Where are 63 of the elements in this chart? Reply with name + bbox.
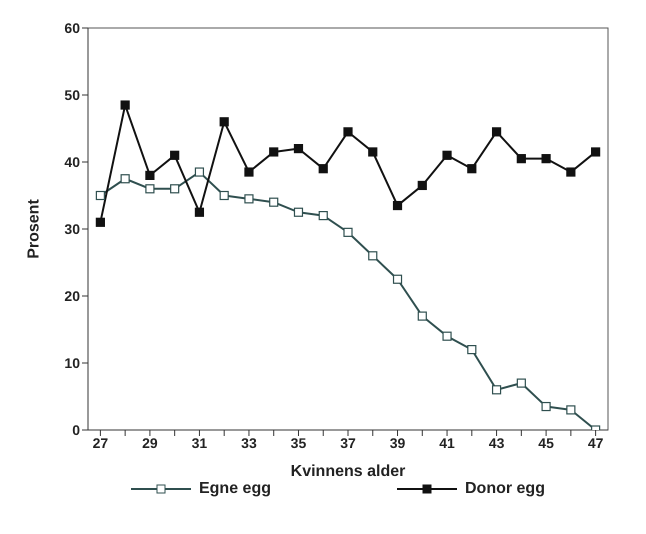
point — [368, 251, 378, 260]
point — [492, 385, 502, 394]
point — [294, 208, 304, 217]
x-tick-label: 39 — [390, 434, 406, 451]
x-tick-label: 31 — [192, 434, 208, 451]
point — [96, 218, 105, 227]
point — [541, 402, 551, 412]
point — [467, 164, 476, 174]
x-tick-label: 41 — [439, 434, 456, 451]
x-tick-label: 33 — [241, 434, 257, 451]
point — [220, 190, 229, 200]
point — [194, 167, 204, 177]
point — [294, 144, 304, 154]
point — [541, 154, 551, 164]
x-axis-title: Kvinnens alder — [290, 463, 406, 480]
point — [442, 332, 452, 341]
y-tick-label: 0 — [72, 422, 80, 438]
point — [516, 378, 526, 388]
point — [145, 170, 155, 180]
point — [343, 228, 353, 237]
y-axis-title: Prosent — [26, 198, 43, 259]
point — [516, 154, 526, 164]
y-tick-label: 20 — [64, 288, 80, 304]
point — [269, 147, 278, 157]
x-tick-label: 45 — [538, 434, 554, 451]
point — [170, 150, 180, 160]
point — [244, 194, 254, 204]
point — [442, 150, 452, 160]
point — [96, 190, 105, 200]
point — [269, 198, 278, 207]
point — [244, 167, 254, 177]
point — [220, 117, 229, 126]
point — [170, 184, 180, 194]
point — [566, 167, 576, 177]
point — [318, 211, 328, 220]
point — [566, 405, 576, 414]
point — [120, 100, 130, 110]
y-tick-label: 40 — [64, 154, 80, 170]
y-tick-label: 10 — [64, 354, 80, 371]
point — [368, 147, 378, 157]
x-tick-label: 37 — [340, 434, 356, 451]
y-tick-label: 50 — [64, 86, 80, 103]
point — [418, 312, 427, 321]
legend-label: Egne egg — [198, 480, 271, 498]
y-tick-label: 60 — [64, 20, 80, 36]
point — [418, 180, 427, 190]
x-tick-label: 43 — [488, 434, 505, 451]
point — [194, 208, 204, 217]
point — [392, 200, 402, 210]
point — [343, 127, 353, 136]
legend-label: Donor egg — [464, 480, 545, 498]
x-tick-label: 47 — [588, 434, 604, 451]
point — [120, 174, 130, 184]
x-tick-label: 35 — [290, 434, 306, 451]
point — [591, 147, 600, 157]
x-tick-label: 29 — [142, 434, 158, 451]
point — [145, 184, 155, 194]
point — [492, 127, 502, 136]
point — [467, 345, 476, 354]
x-tick-label: 27 — [92, 434, 108, 451]
point — [318, 164, 328, 174]
y-tick-label: 30 — [64, 220, 80, 237]
point — [392, 274, 402, 284]
